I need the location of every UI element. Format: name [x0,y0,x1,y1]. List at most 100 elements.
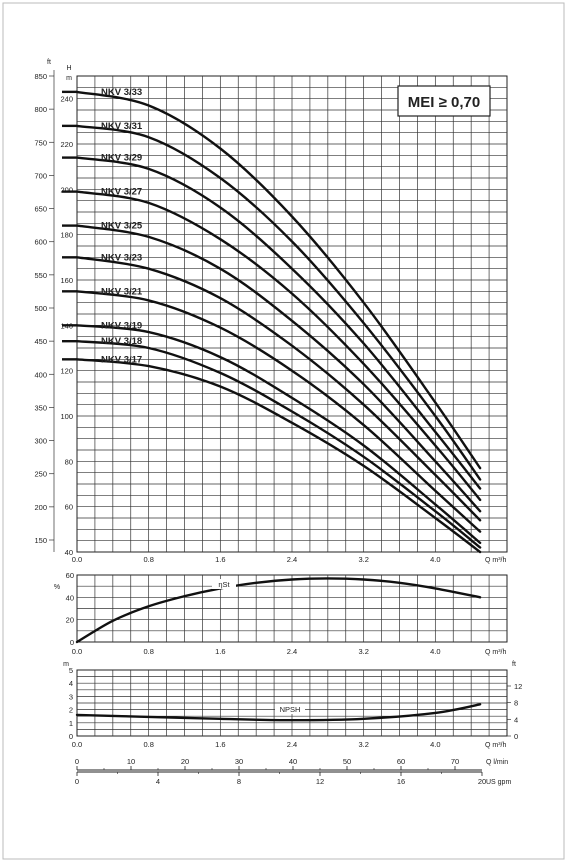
lpm-tick-label: 10 [127,757,135,766]
head-curve [75,90,482,470]
y-tick-label-ft: 800 [34,105,47,114]
gpm-tick-label: 8 [237,777,241,786]
x-tick-label: 0.8 [143,740,153,749]
y-tick-label-m: 5 [69,666,73,675]
head-curve [75,224,482,513]
y-tick-label: 20 [66,616,74,625]
y-tick-label-ft: 12 [514,682,522,691]
y-tick-label-m: 4 [69,679,73,688]
x-tick-label: 2.4 [287,740,297,749]
mei-badge-text: MEI ≥ 0,70 [408,94,480,111]
x-tick-label: 4.0 [430,740,440,749]
y-tick-label-m: 180 [60,231,73,240]
head-chart: 0.00.81.62.43.24.0Q m³/h4060801001201401… [34,59,508,564]
y-axis-unit-m: m [63,661,69,668]
mei-badge-box [397,85,491,117]
y-tick-label-m: 0 [69,732,73,741]
head-curve [75,358,482,554]
y-tick-label-ft: 4 [514,715,518,724]
lpm-tick-label: 0 [75,757,79,766]
curve-label: NKV 3/21 [101,286,143,297]
x-tick-label: 4.0 [430,555,440,564]
x-axis-unit: Q m³/h [485,742,506,749]
x-tick-label: 0.8 [143,555,153,564]
y-tick-label-ft: 300 [34,437,47,446]
y-axis-unit-h: H [66,65,71,72]
y-tick-label-ft: 550 [34,271,47,280]
y-tick-label-ft: 200 [34,503,47,512]
y-tick-label-m: 40 [65,548,73,557]
head-curve [75,256,482,522]
y-tick-label-ft: 0 [514,732,518,741]
y-tick-label-m: 120 [60,367,73,376]
x-tick-label: 0.0 [72,647,82,656]
x-tick-label: 3.2 [358,647,368,656]
head-curve [75,324,482,545]
lpm-tick-label: 50 [343,757,351,766]
gpm-tick-label: 20 [478,777,486,786]
y-tick-label-m: 220 [60,140,73,149]
curve-label: NKV 3/27 [101,187,142,198]
mei-badge: MEI ≥ 0,70 [397,85,491,117]
curve-label: NKV 3/33 [101,87,142,98]
y-tick-label-m: 80 [65,457,73,466]
y-axis-unit-ft: ft [47,59,51,66]
curve-label: NKV 3/31 [101,121,143,132]
y-axis-unit-ft: ft [512,661,516,668]
y-tick-label: 60 [66,571,74,580]
lpm-tick-label: 40 [289,757,297,766]
npsh-label-bg [275,704,305,714]
efficiency-curve [75,577,482,644]
y-tick-label-m: 200 [60,185,73,194]
efficiency-chart: 0.0 0.8 1.6 2.4 3.2 4.0 Q m³/h 0 20 40 60% ηSt [54,571,508,656]
efficiency-label-bg [212,579,236,589]
head-curve [75,290,482,533]
gpm-tick-label: 0 [75,777,79,786]
y-tick-label-ft: 8 [514,699,518,708]
lpm-tick-label: 70 [451,757,459,766]
curve-label: NKV 3/19 [101,320,142,331]
x-tick-label: 1.6 [215,647,225,656]
gpm-tick-label: 16 [397,777,405,786]
y-tick-label-m: 240 [60,95,73,104]
y-tick-label-ft: 350 [34,403,47,412]
npsh-curve-label: NPSH [280,705,301,714]
y-tick-label-ft: 250 [34,470,47,479]
lpm-unit: Q l/min [486,759,508,766]
y-axis-unit-m: m [66,75,72,82]
npsh-chart: 0.0 0.8 1.6 2.4 3.2 4.0 Q m³/h012345m04812ftNP… [63,661,522,749]
y-axis-unit: % [54,584,60,591]
gpm-unit: US gpm [486,779,511,786]
y-tick-label-ft: 650 [34,205,47,214]
lpm-tick-label: 30 [235,757,243,766]
head-curve [75,156,482,490]
curve-label: NKV 3/25 [101,221,143,232]
x-tick-label: 1.6 [215,555,225,564]
x-tick-label: 0.8 [143,647,153,656]
x-tick-label: 3.2 [358,740,368,749]
y-tick-label-ft: 600 [34,238,47,247]
efficiency-curve-label: ηSt [218,580,230,589]
y-tick-label-ft: 500 [34,304,47,313]
gpm-tick-label: 4 [156,777,160,786]
head-curve [75,124,482,481]
x-tick-label: 2.4 [287,555,297,564]
y-tick-label: 40 [66,593,74,602]
curve-label: NKV 3/18 [101,336,142,347]
y-tick-label-m: 100 [60,412,73,421]
y-tick-label-ft: 700 [34,171,47,180]
y-tick-label-ft: 450 [34,337,47,346]
y-tick-label-m: 160 [60,276,73,285]
x-tick-label: 3.2 [358,555,368,564]
y-tick-label-ft: 750 [34,138,47,147]
npsh-curve [75,703,482,722]
lpm-tick-label: 60 [397,757,405,766]
curve-label: NKV 3/29 [101,153,142,164]
y-tick-label-m: 1 [69,719,73,728]
x-tick-label: 4.0 [430,647,440,656]
y-tick-label-m: 60 [65,503,73,512]
curve-label: NKV 3/23 [101,252,142,263]
